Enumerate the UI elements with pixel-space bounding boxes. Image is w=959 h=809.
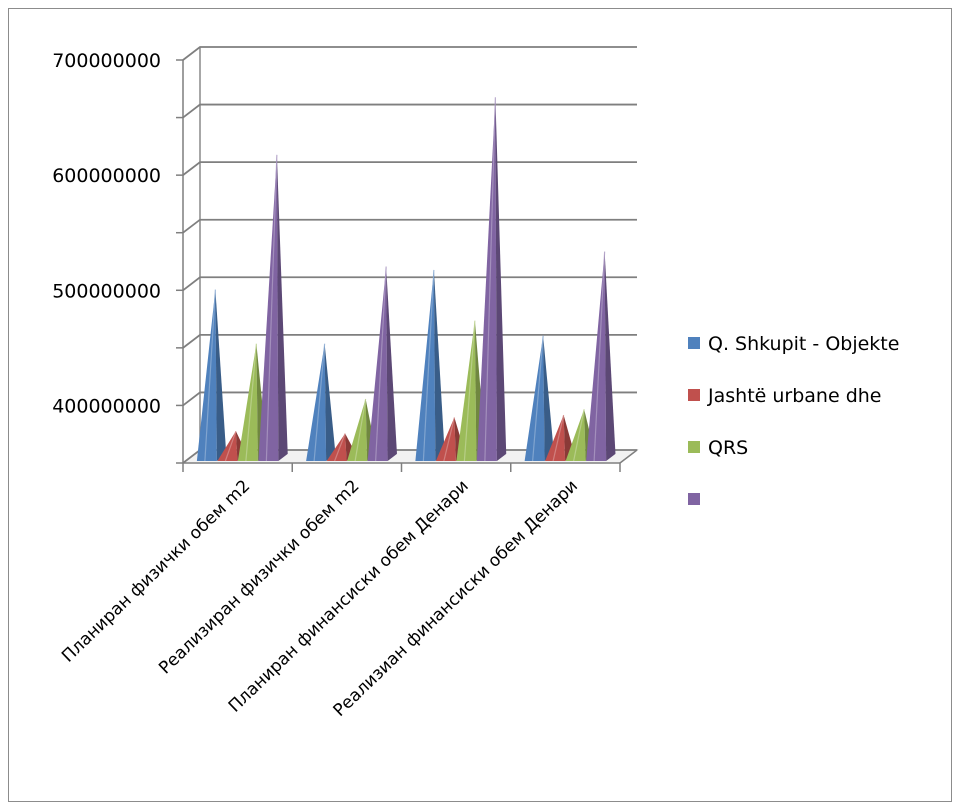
pyramid-bar bbox=[524, 335, 554, 462]
gridline bbox=[182, 333, 637, 349]
pyramid-bar bbox=[367, 266, 397, 462]
pyramid-highlight bbox=[463, 320, 476, 462]
y-axis: 400000000 500000000 600000000 700000000 bbox=[52, 50, 184, 464]
pyramid-highlight bbox=[245, 343, 257, 462]
pyramid-highlight bbox=[593, 251, 606, 462]
pyramid-highlight bbox=[443, 417, 455, 462]
y-tick-label: 500000000 bbox=[52, 280, 161, 302]
gridline bbox=[182, 161, 637, 176]
pyramid-highlight bbox=[265, 154, 278, 462]
pyramid-side bbox=[386, 266, 397, 461]
gridline bbox=[182, 103, 637, 119]
pyramid-highlight bbox=[354, 398, 367, 462]
pyramid-highlight bbox=[204, 289, 216, 462]
legend-swatch bbox=[688, 493, 700, 505]
pyramid-highlight bbox=[313, 343, 326, 462]
pyramid-face bbox=[258, 154, 279, 461]
y-tick-label: 700000000 bbox=[52, 50, 161, 72]
gridline bbox=[182, 276, 637, 292]
gridline bbox=[182, 46, 637, 61]
legend-label: QRS bbox=[708, 437, 748, 459]
data-pyramids bbox=[196, 97, 616, 462]
pyramid-face bbox=[367, 266, 388, 461]
pyramid-bar bbox=[196, 289, 227, 462]
pyramid-highlight bbox=[484, 97, 496, 462]
pyramid-side bbox=[215, 289, 227, 461]
x-tick-label: Планиран физички обем m2 bbox=[58, 476, 254, 666]
pyramid-face bbox=[476, 97, 497, 462]
pyramid-highlight bbox=[532, 335, 544, 462]
pyramid-face bbox=[237, 343, 258, 461]
pyramid-face bbox=[326, 433, 347, 461]
pyramid-highlight bbox=[334, 433, 346, 462]
pyramid-highlight bbox=[552, 414, 565, 462]
pyramid-side bbox=[324, 343, 336, 461]
gridline bbox=[182, 218, 637, 234]
pyramid-side bbox=[495, 97, 507, 462]
pyramid-highlight bbox=[224, 430, 237, 462]
pyramid-face bbox=[565, 409, 586, 461]
legend: Q. Shkupit - Objekte Jashtë urbane dhe QRS bbox=[688, 333, 899, 505]
pyramid-face bbox=[347, 398, 368, 461]
pyramid-side bbox=[433, 269, 445, 461]
pyramid-highlight bbox=[422, 269, 435, 462]
pyramid-bar bbox=[476, 97, 507, 462]
pyramid-face bbox=[456, 320, 477, 461]
pyramid-bar bbox=[586, 251, 616, 462]
pyramid-bar bbox=[415, 269, 445, 462]
pyramid-face bbox=[196, 289, 217, 461]
x-tick-label: Планиран финансиски обем Денари bbox=[225, 476, 473, 716]
pyramid-face bbox=[545, 415, 566, 461]
legend-swatch bbox=[688, 441, 700, 453]
pyramid-side bbox=[543, 335, 554, 461]
pyramid-face bbox=[586, 251, 607, 461]
pyramid-side bbox=[276, 154, 288, 461]
x-tick-label: Реализиран физички обем m2 bbox=[155, 476, 363, 678]
legend-label: Q. Shkupit - Objekte bbox=[708, 333, 899, 355]
y-tick-label: 600000000 bbox=[52, 165, 161, 187]
pyramid-face bbox=[524, 335, 545, 461]
pyramid-face bbox=[217, 431, 238, 461]
pyramid-side bbox=[604, 251, 616, 461]
pyramid-highlight bbox=[375, 266, 387, 462]
pyramid-bar bbox=[306, 343, 336, 462]
x-axis-depth bbox=[619, 449, 638, 464]
legend-swatch bbox=[688, 389, 700, 401]
legend-swatch bbox=[688, 337, 700, 349]
pyramid-highlight bbox=[573, 409, 585, 462]
pyramid-face bbox=[306, 343, 327, 461]
x-tick-label: Реализиан финансиски обем Денари bbox=[330, 476, 582, 721]
pyramid-face bbox=[415, 269, 436, 461]
pyramid-bar bbox=[258, 154, 288, 462]
legend-label: Jashtë urbane dhe bbox=[707, 385, 882, 407]
y-tick-label: 400000000 bbox=[52, 395, 161, 417]
pyramid-face bbox=[435, 417, 456, 461]
